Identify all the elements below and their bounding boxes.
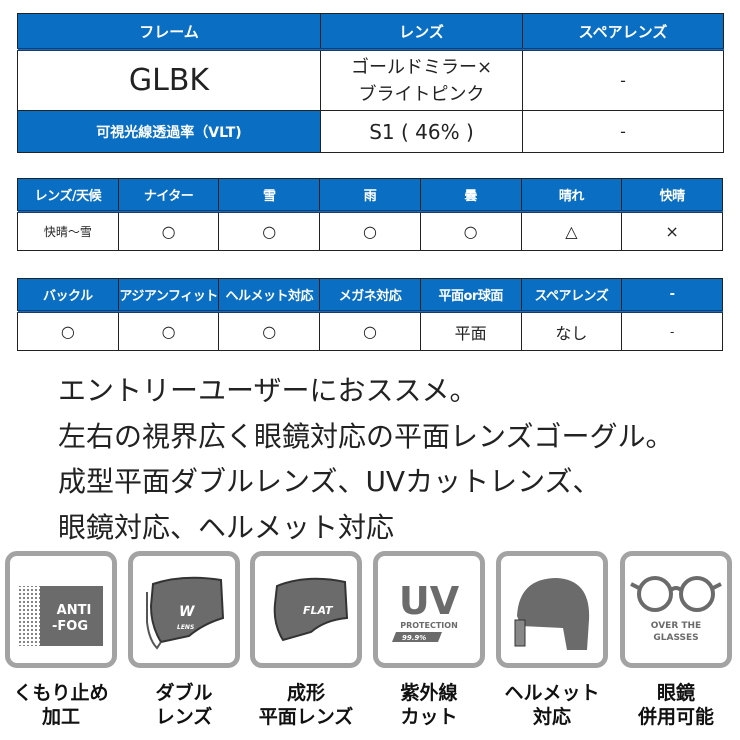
glasses-text: GLASSES	[653, 633, 698, 643]
header-cell: ヘルメット対応	[218, 278, 321, 313]
header-cell: 雪	[218, 178, 321, 213]
cell: 快晴～雪	[17, 211, 119, 251]
uv-text: UV	[399, 579, 460, 623]
helmet-label: ヘルメット 対応	[504, 682, 600, 728]
vlt-spare: -	[522, 110, 724, 153]
header-cell: スペアレンズ	[520, 278, 623, 313]
cell: ○	[319, 311, 421, 351]
cell: 平面	[419, 311, 522, 351]
lens-text: LENS	[177, 624, 194, 631]
vlt-value: S1 ( 46% )	[320, 110, 523, 153]
weather-table: レンズ/天候 ナイター 雪 雨 曇 晴れ 快晴 快晴～雪 ○ ○ ○ ○ △ ×	[17, 178, 723, 251]
flat-text: FLAT	[303, 604, 334, 617]
frame-value: GLBK	[17, 49, 321, 111]
header-cell: 快晴	[621, 178, 723, 213]
header-cell: 平面or球面	[419, 278, 522, 313]
description-line: 左右の視界広く眼鏡対応の平面レンズゴーグル。	[58, 419, 674, 453]
description-line: エントリーユーザーにおススメ。	[58, 374, 478, 407]
cell: ○	[319, 211, 421, 251]
anti-fog-icon: ANTI -FOG	[5, 551, 117, 668]
header-cell: 雨	[319, 178, 421, 213]
over-text: OVER THE	[651, 621, 701, 631]
header-lens: レンズ	[320, 13, 523, 51]
description-line: 成型平面ダブルレンズ、UVカットレンズ、	[58, 465, 601, 498]
protection-text: PROTECTION	[400, 621, 458, 630]
spare-value: -	[522, 49, 724, 111]
header-cell: ナイター	[117, 178, 220, 213]
header-frame: フレーム	[17, 13, 321, 51]
uv-protection-icon: UV PROTECTION 99.9%	[373, 551, 485, 668]
glasses-label: 眼鏡 併用可能	[637, 682, 714, 728]
cell: ○	[218, 311, 321, 351]
glasses-icon: OVER THE GLASSES	[620, 551, 732, 668]
cell: なし	[520, 311, 623, 351]
header-cell: -	[621, 278, 723, 313]
w-text: W	[179, 604, 195, 620]
header-cell: レンズ/天候	[17, 178, 119, 213]
cell: ○	[17, 311, 119, 351]
percent-text: 99.9%	[402, 634, 426, 642]
header-cell: アジアンフィット	[117, 278, 220, 313]
cell: ○	[419, 211, 522, 251]
table-row: ○ ○ ○ ○ 平面 なし -	[17, 311, 723, 351]
header-cell: 晴れ	[520, 178, 623, 213]
anti-fog-text: ANTI	[57, 603, 92, 618]
spec-table: フレーム レンズ スペアレンズ GLBK ゴールドミラー× ブライトピンク - 可…	[17, 13, 724, 153]
anti-fog-text: -FOG	[52, 619, 88, 634]
cell: -	[621, 311, 723, 351]
cell: △	[520, 211, 623, 251]
header-spare-lens: スペアレンズ	[522, 13, 724, 51]
description: エントリーユーザーにおススメ。 左右の視界広く眼鏡対応の平面レンズゴーグル。 成…	[58, 368, 673, 550]
anti-fog-label: くもり止め 加工	[13, 682, 109, 728]
lens-line2: ブライトピンク	[358, 83, 485, 105]
double-lens-label: ダブル レンズ	[155, 682, 213, 728]
cell: ○	[218, 211, 321, 251]
description-line: 眼鏡対応、ヘルメット対応	[58, 510, 395, 544]
vlt-label: 可視光線透過率（VLT)	[17, 110, 321, 153]
header-cell: 曇	[419, 178, 522, 213]
header-cell: バックル	[17, 278, 119, 313]
cell: ○	[117, 211, 220, 251]
uv-label: 紫外線 カット	[400, 682, 458, 728]
cell: ○	[117, 311, 220, 351]
double-lens-icon: W LENS	[128, 551, 240, 668]
lens-line1: ゴールドミラー×	[350, 56, 493, 78]
cell: ×	[621, 211, 723, 251]
helmet-icon	[496, 551, 608, 668]
flat-lens-label: 成形 平面レンズ	[258, 682, 354, 728]
flat-lens-icon: FLAT	[250, 551, 362, 668]
table-row: 快晴～雪 ○ ○ ○ ○ △ ×	[17, 211, 723, 251]
feature-table: バックル アジアンフィット ヘルメット対応 メガネ対応 平面or球面 スペアレン…	[17, 278, 723, 351]
lens-value: ゴールドミラー× ブライトピンク	[320, 49, 523, 111]
header-cell: メガネ対応	[319, 278, 421, 313]
